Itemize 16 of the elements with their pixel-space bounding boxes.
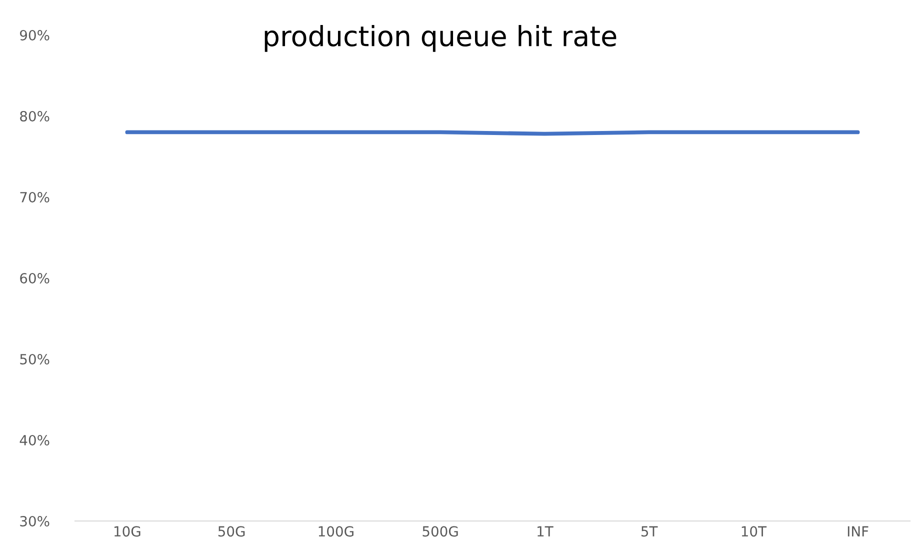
x-tick-label: INF (848, 526, 868, 536)
y-tick-label: 40% (20, 434, 50, 446)
y-tick-label: 60% (20, 272, 50, 284)
x-tick-label: 10T (742, 526, 767, 537)
y-tick-label: 80% (20, 110, 50, 122)
x-tick-label: 500G (422, 526, 458, 537)
y-tick-label: 30% (20, 516, 50, 526)
x-tick-label: 50G (218, 526, 245, 537)
y-tick-label: 70% (20, 192, 50, 202)
x-tick-label: 100G (318, 526, 354, 537)
x-tick-label: 5T (641, 526, 658, 537)
y-tick-label: 50% (20, 354, 50, 364)
chart-title: production queue hit rate (264, 25, 616, 52)
x-tick-label: 1T (538, 526, 554, 536)
x-tick-label: 10G (114, 526, 140, 537)
y-tick-label: 90% (20, 30, 50, 40)
